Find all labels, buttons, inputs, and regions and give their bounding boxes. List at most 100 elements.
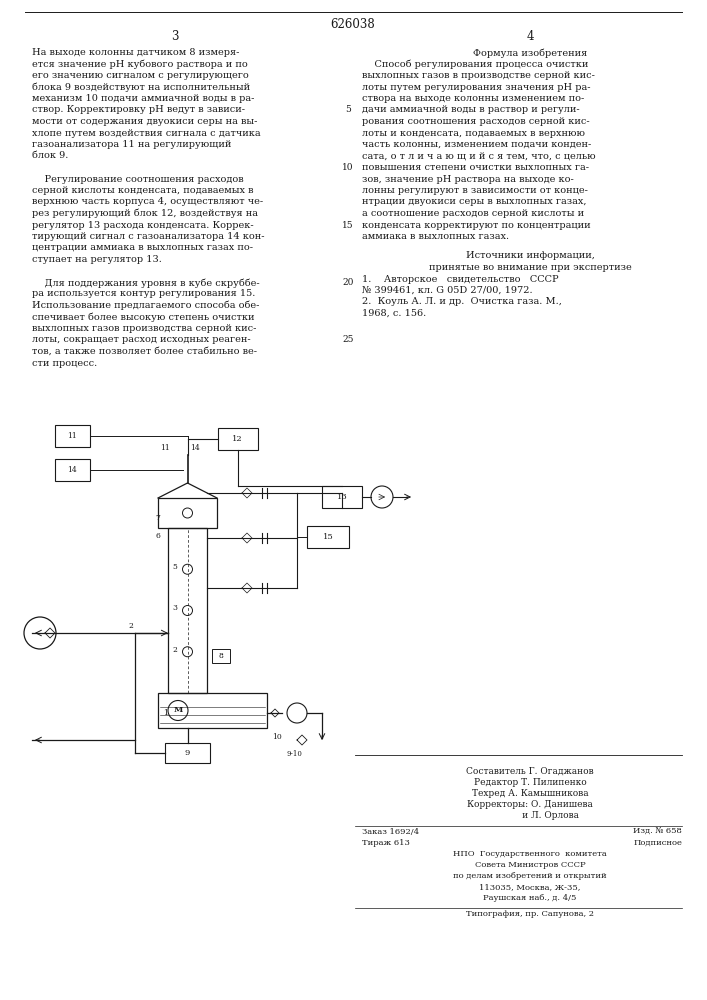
Text: выхлопных газов производства серной кис-: выхлопных газов производства серной кис- [32,324,257,333]
Text: мости от содержания двуокиси серы на вы-: мости от содержания двуокиси серы на вы- [32,117,257,126]
Text: лоты, сокращает расход исходных реаген-: лоты, сокращает расход исходных реаген- [32,336,250,344]
Text: лоты и конденсата, подаваемых в верхнюю: лоты и конденсата, подаваемых в верхнюю [362,128,585,137]
Text: серной кислоты конденсата, подаваемых в: серной кислоты конденсата, подаваемых в [32,186,254,195]
Text: блока 9 воздействуют на исполнительный: блока 9 воздействуют на исполнительный [32,83,250,92]
Text: 15: 15 [322,533,334,541]
Text: 2: 2 [173,646,177,654]
Text: створа на выходе колонны изменением по-: створа на выходе колонны изменением по- [362,94,584,103]
Text: конденсата корректируют по концентрации: конденсата корректируют по концентрации [362,221,590,230]
Text: тов, а также позволяет более стабильно ве-: тов, а также позволяет более стабильно в… [32,347,257,356]
Text: верхнюю часть корпуса 4, осуществляют че-: верхнюю часть корпуса 4, осуществляют че… [32,198,263,207]
Text: Типография, пр. Сапунова, 2: Типография, пр. Сапунова, 2 [466,910,594,918]
Text: 9-10: 9-10 [286,750,302,758]
Text: 15: 15 [342,221,354,230]
Text: Регулирование соотношения расходов: Регулирование соотношения расходов [32,174,244,184]
Text: 12: 12 [232,435,243,443]
Text: Источники информации,: Источники информации, [466,251,595,260]
Text: рования соотношения расходов серной кис-: рования соотношения расходов серной кис- [362,117,590,126]
Text: 1: 1 [163,709,168,717]
Text: M: M [173,706,182,714]
Text: Для поддержания уровня в кубе скруббе-: Для поддержания уровня в кубе скруббе- [32,278,259,288]
Text: сти процесс.: сти процесс. [32,359,98,367]
Circle shape [371,486,393,508]
Text: 7: 7 [155,514,160,522]
Text: по делам изобретений и открытий: по делам изобретений и открытий [453,872,607,880]
Circle shape [287,703,307,723]
Text: Формула изобретения: Формула изобретения [473,48,587,57]
Text: 9: 9 [185,749,190,757]
Text: 6: 6 [155,532,160,540]
Text: 14: 14 [68,466,77,474]
Text: газоанализатора 11 на регулирующий: газоанализатора 11 на регулирующий [32,140,231,149]
Bar [218,428,257,450]
Text: Корректоры: О. Данишева: Корректоры: О. Данишева [467,800,593,809]
Text: 20: 20 [342,278,354,287]
Text: 13: 13 [337,493,347,501]
Text: аммиака в выхлопных газах.: аммиака в выхлопных газах. [362,232,509,241]
Text: хлопе путем воздействия сигнала с датчика: хлопе путем воздействия сигнала с датчик… [32,128,261,137]
Text: лонны регулируют в зависимости от конце-: лонны регулируют в зависимости от конце- [362,186,588,195]
Bar [307,526,349,548]
Circle shape [24,617,56,649]
Text: и Л. Орлова: и Л. Орлова [481,811,578,820]
Text: сата, о т л и ч а ю щ и й с я тем, что, с целью: сата, о т л и ч а ю щ и й с я тем, что, … [362,151,595,160]
Text: блок 9.: блок 9. [32,151,69,160]
Text: а соотношение расходов серной кислоты и: а соотношение расходов серной кислоты и [362,209,584,218]
Text: 113035, Москва, Ж-35,: 113035, Москва, Ж-35, [479,883,580,891]
Text: 14: 14 [190,444,200,452]
Bar [55,425,90,447]
Text: 4: 4 [526,30,534,43]
Text: Совета Министров СССР: Совета Министров СССР [474,861,585,869]
Text: принятые во внимание при экспертизе: принятые во внимание при экспертизе [428,263,631,272]
Text: Техред А. Камышникова: Техред А. Камышникова [472,789,588,798]
Text: часть колонны, изменением подачи конден-: часть колонны, изменением подачи конден- [362,140,591,149]
Text: 3: 3 [171,30,179,43]
Text: рез регулирующий блок 12, воздействуя на: рез регулирующий блок 12, воздействуя на [32,209,258,219]
Bar [168,528,207,693]
Text: дачи аммиачной воды в раствор и регули-: дачи аммиачной воды в раствор и регули- [362,105,580,114]
Bar [165,743,210,763]
Text: 1968, с. 156.: 1968, с. 156. [362,309,426,318]
Text: 25: 25 [342,336,354,344]
Text: Раушская наб., д. 4/5: Раушская наб., д. 4/5 [484,894,577,902]
Text: Тираж 613: Тираж 613 [362,839,410,847]
Text: Изд. № 658: Изд. № 658 [633,828,682,836]
Text: нтрации двуокиси серы в выхлопных газах,: нтрации двуокиси серы в выхлопных газах, [362,198,587,207]
Bar [55,459,90,481]
Text: 11: 11 [68,432,77,440]
Bar [158,693,267,728]
Text: спечивает более высокую степень очистки: спечивает более высокую степень очистки [32,312,255,322]
Text: 5: 5 [173,563,177,571]
Text: Заказ 1692/4: Заказ 1692/4 [362,828,419,836]
Text: 3: 3 [173,604,177,612]
Text: 10: 10 [342,163,354,172]
Text: 2.  Коуль А. Л. и др.  Очистка газа. М.,: 2. Коуль А. Л. и др. Очистка газа. М., [362,298,562,306]
Text: ется значение pH кубового раствора и по: ется значение pH кубового раствора и по [32,60,247,69]
Text: 5: 5 [345,105,351,114]
Text: ступает на регулятор 13.: ступает на регулятор 13. [32,255,162,264]
Text: его значению сигналом с регулирующего: его значению сигналом с регулирующего [32,71,249,80]
Text: повышения степени очистки выхлопных га-: повышения степени очистки выхлопных га- [362,163,589,172]
Text: тирующий сигнал с газоанализатора 14 кон-: тирующий сигнал с газоанализатора 14 кон… [32,232,264,241]
Text: Способ регулирования процесса очистки: Способ регулирования процесса очистки [362,60,588,69]
Text: Подписное: Подписное [633,839,682,847]
Text: центрации аммиака в выхлопных газах по-: центрации аммиака в выхлопных газах по- [32,243,253,252]
Bar [322,486,362,508]
Text: 11: 11 [160,444,170,452]
Bar [212,649,230,663]
Text: 626038: 626038 [331,17,375,30]
Bar [158,498,217,528]
Text: 2: 2 [128,622,133,630]
Text: НПО  Государственного  комитета: НПО Государственного комитета [453,850,607,858]
Text: 1.    Авторское   свидетельство   СССР: 1. Авторское свидетельство СССР [362,274,559,284]
Text: Использование предлагаемого способа обе-: Использование предлагаемого способа обе- [32,301,259,310]
Text: 10: 10 [272,733,282,741]
Text: Составитель Г. Огаджанов: Составитель Г. Огаджанов [466,767,594,776]
Text: ра используется контур регулирования 15.: ра используется контур регулирования 15. [32,290,255,298]
Text: Редактор Т. Пилипенко: Редактор Т. Пилипенко [474,778,586,787]
Text: створ. Корректировку pH ведут в зависи-: створ. Корректировку pH ведут в зависи- [32,105,245,114]
Text: зов, значение pH раствора на выходе ко-: зов, значение pH раствора на выходе ко- [362,174,574,184]
Circle shape [168,700,188,720]
Text: регулятор 13 расхода конденсата. Коррек-: регулятор 13 расхода конденсата. Коррек- [32,221,254,230]
Text: 8: 8 [218,652,223,660]
